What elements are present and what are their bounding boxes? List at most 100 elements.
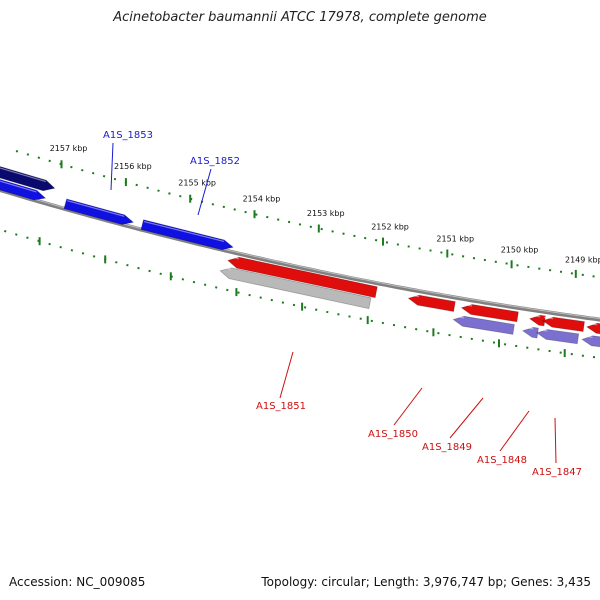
ruler-dot bbox=[159, 272, 162, 276]
tick-label: 2154 kbp bbox=[243, 194, 281, 203]
ruler-dot bbox=[48, 159, 51, 163]
gene-arrow-lavender[interactable] bbox=[581, 335, 600, 348]
ruler-dot bbox=[203, 283, 207, 286]
ruler-dot bbox=[157, 189, 160, 192]
ruler-dot bbox=[581, 273, 584, 277]
ruler-dot bbox=[364, 236, 367, 240]
gene-arrow-highlight bbox=[544, 316, 554, 320]
ruler-dot bbox=[81, 168, 84, 172]
ruler-dot bbox=[255, 213, 258, 216]
gene-label[interactable]: A1S_1849 bbox=[422, 442, 472, 453]
gene-label[interactable]: A1S_1851 bbox=[256, 401, 306, 412]
ruler-dot bbox=[426, 330, 429, 333]
gene-arrow-shape bbox=[0, 179, 47, 201]
gene-label[interactable]: A1S_1847 bbox=[532, 467, 582, 478]
ruler-dot bbox=[407, 245, 410, 248]
ruler-dot bbox=[570, 272, 574, 275]
ruler-dot bbox=[359, 317, 362, 320]
gene-label-leader bbox=[449, 397, 484, 439]
gene-arrow-forward[interactable] bbox=[63, 198, 135, 225]
ruler-dot bbox=[126, 263, 129, 267]
ruler-dot bbox=[81, 252, 85, 255]
gene-label[interactable]: A1S_1852 bbox=[190, 156, 240, 167]
ruler-dot bbox=[396, 243, 400, 246]
ruler-dot bbox=[483, 258, 487, 262]
gene-arrow-shape bbox=[585, 322, 600, 335]
ruler-dot bbox=[287, 220, 291, 224]
gene-arrow-shape bbox=[541, 316, 585, 332]
ruler-dot bbox=[266, 215, 269, 219]
ruler-dot bbox=[337, 313, 340, 316]
gene-arrow-forward-dark[interactable] bbox=[0, 166, 56, 192]
ruler-dot bbox=[192, 280, 196, 284]
gene-arrow-highlight bbox=[538, 329, 548, 332]
ruler-dot bbox=[37, 156, 41, 159]
ruler-dot bbox=[370, 319, 373, 323]
gene-label[interactable]: A1S_1853 bbox=[103, 130, 153, 141]
ruler-dot bbox=[451, 253, 454, 256]
gene-arrow-shape bbox=[140, 219, 234, 251]
ruler-dot bbox=[353, 234, 356, 238]
tick-label: 2157 kbp bbox=[50, 144, 88, 153]
ruler-dot bbox=[537, 348, 540, 351]
ruler-dot bbox=[113, 177, 117, 181]
topology-text: Topology: circular; Length: 3,976,747 bp… bbox=[261, 575, 591, 589]
gene-arrow-reverse[interactable] bbox=[585, 322, 600, 335]
gene-label[interactable]: A1S_1850 bbox=[368, 429, 418, 440]
gene-arrow-forward[interactable] bbox=[0, 177, 47, 201]
gene-label-leader bbox=[393, 387, 423, 426]
ruler-dot bbox=[15, 150, 19, 153]
tick-label: 2155 kbp bbox=[178, 179, 216, 188]
ruler-dot bbox=[429, 249, 432, 252]
ruler-dot bbox=[70, 249, 74, 252]
gene-arrow-highlight bbox=[463, 303, 473, 307]
ruler-dot bbox=[102, 174, 106, 178]
ruler-dot bbox=[148, 269, 151, 273]
genome-backbone bbox=[0, 187, 600, 322]
ruler-dot bbox=[348, 315, 351, 318]
gene-arrow-reverse[interactable] bbox=[407, 294, 456, 312]
gene-arrow-highlight bbox=[454, 315, 464, 319]
gene-arrow-pseudo[interactable] bbox=[219, 266, 372, 310]
gene-arrow-reverse[interactable] bbox=[227, 256, 378, 299]
ruler-dot bbox=[292, 303, 296, 307]
ruler-dot bbox=[470, 337, 473, 341]
ruler-dot bbox=[381, 321, 385, 325]
gene-arrow-shape bbox=[219, 267, 372, 310]
ruler-dot bbox=[244, 210, 247, 214]
ruler-dot bbox=[515, 344, 518, 348]
ruler-dot bbox=[222, 205, 226, 209]
ruler-dot bbox=[270, 298, 273, 302]
ruler-dot bbox=[559, 351, 562, 354]
ruler-dot bbox=[309, 225, 312, 228]
ruler-dot bbox=[527, 265, 530, 269]
ruler-dot bbox=[146, 186, 149, 190]
gene-arrow-lavender[interactable] bbox=[452, 315, 515, 335]
gene-arrow-reverse[interactable] bbox=[528, 314, 546, 327]
ruler-dot bbox=[437, 332, 440, 335]
ruler-dot bbox=[91, 171, 95, 175]
ruler-dot bbox=[326, 310, 329, 314]
ruler-dot bbox=[214, 286, 218, 289]
gene-arrow-reverse[interactable] bbox=[541, 316, 585, 332]
gene-arrow-highlight bbox=[143, 221, 225, 242]
inner-ruler bbox=[3, 229, 596, 359]
gene-arrow-lavender[interactable] bbox=[535, 329, 580, 345]
ruler-dot bbox=[461, 255, 465, 258]
gene-arrow-shape bbox=[63, 198, 135, 225]
gene-arrow-highlight bbox=[229, 256, 240, 260]
ruler-dot bbox=[92, 255, 96, 258]
ruler-dot bbox=[211, 203, 215, 206]
gene-arrow-forward[interactable] bbox=[140, 219, 234, 251]
gene-arrow-highlight bbox=[0, 180, 37, 193]
ruler-dot bbox=[233, 208, 236, 211]
ruler-dot bbox=[135, 183, 138, 187]
tick-label: 2152 kbp bbox=[371, 222, 409, 231]
gene-arrow-highlight bbox=[0, 167, 46, 183]
ruler-dot bbox=[415, 328, 418, 331]
gene-label[interactable]: A1S_1848 bbox=[477, 455, 527, 466]
ruler-dot bbox=[592, 275, 595, 278]
outer-ruler bbox=[15, 150, 595, 278]
gene-arrow-reverse[interactable] bbox=[460, 303, 519, 323]
gene-label-leader bbox=[279, 351, 294, 399]
